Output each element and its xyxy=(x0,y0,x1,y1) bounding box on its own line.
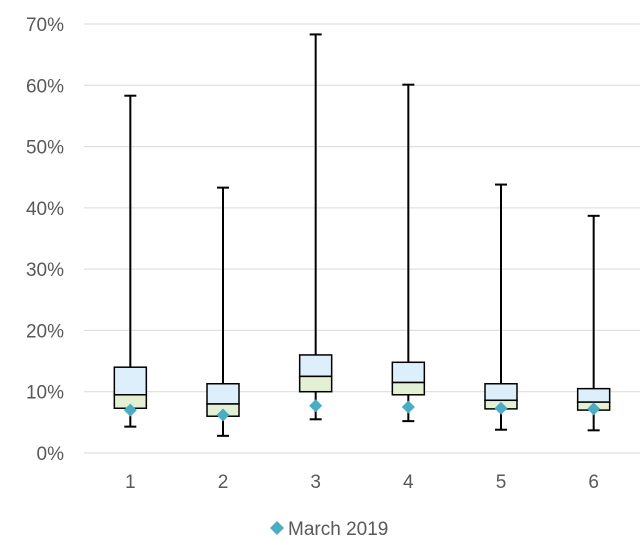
legend-march-2019-label: March 2019 xyxy=(288,519,388,540)
legend-march-2019-marker xyxy=(270,521,284,535)
march-2019-point xyxy=(494,401,508,415)
y-tick-label: 30% xyxy=(26,260,64,281)
x-tick-label: 3 xyxy=(310,472,321,493)
y-tick-label: 40% xyxy=(26,199,64,220)
y-tick-label: 70% xyxy=(26,15,64,36)
box-3 xyxy=(298,33,333,421)
x-tick-label: 2 xyxy=(218,472,229,493)
march-2019-markers xyxy=(123,399,601,422)
march-2019-point xyxy=(123,403,137,417)
upper-box xyxy=(298,354,333,378)
legend: March 2019 xyxy=(270,519,388,540)
upper-box xyxy=(391,361,426,384)
march-2019-point xyxy=(401,400,415,414)
x-tick-label: 1 xyxy=(125,472,136,493)
upper-box xyxy=(113,366,148,396)
grid-lines xyxy=(84,23,640,454)
box-4 xyxy=(391,83,426,423)
upper-box xyxy=(206,382,240,405)
march-2019-point xyxy=(216,408,230,422)
upper-box xyxy=(576,387,611,403)
y-tick-label: 60% xyxy=(26,76,64,97)
lower-box xyxy=(391,381,426,396)
upper-box xyxy=(484,382,518,402)
march-2019-point xyxy=(587,402,601,416)
y-tick-label: 50% xyxy=(26,138,64,159)
box-1 xyxy=(113,94,148,428)
x-tick-label: 6 xyxy=(588,472,599,493)
march-2019-point xyxy=(309,399,323,413)
box-2 xyxy=(206,186,240,437)
y-tick-label: 0% xyxy=(37,444,65,465)
box-series xyxy=(113,33,611,437)
y-tick-label: 20% xyxy=(26,321,64,342)
x-axis-tick-labels: 1 2 3 4 5 6 xyxy=(125,472,599,493)
x-tick-label: 4 xyxy=(403,472,414,493)
x-tick-label: 5 xyxy=(496,472,507,493)
y-axis-tick-labels: 0% 10% 20% 30% 40% 50% 60% 70% xyxy=(26,15,64,465)
lower-box xyxy=(298,375,333,393)
box-5 xyxy=(484,183,518,431)
box-6 xyxy=(576,214,611,432)
y-tick-label: 10% xyxy=(26,383,64,404)
